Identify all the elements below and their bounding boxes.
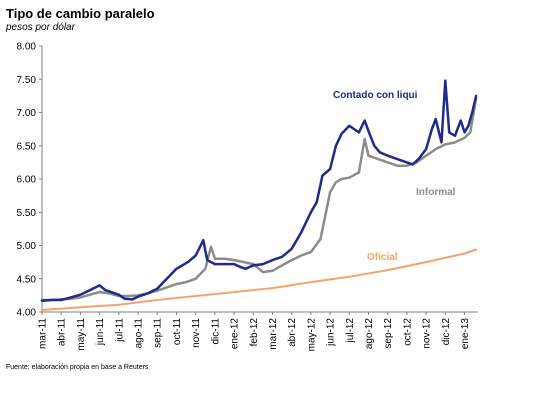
x-tick-label: nov-11: [191, 318, 202, 348]
x-tick-label: abr-11: [57, 318, 68, 347]
chart-title: Tipo de cambio paralelo: [6, 6, 155, 21]
series-label-oficial: Oficial: [367, 252, 398, 263]
x-tick-label: dic-12: [441, 318, 452, 346]
x-tick-label: mar-11: [38, 318, 49, 349]
source-note: Fuente: elaboración propia en base a Reu…: [6, 364, 149, 371]
x-tick-label: sep-12: [383, 318, 394, 349]
x-tick-label: ago-12: [364, 318, 375, 350]
y-tick-label: 6.50: [17, 141, 37, 152]
series-line-contado-con-liqui: [40, 79, 478, 302]
chart-subtitle: pesos por dólar: [6, 22, 75, 33]
chart-axes: 4.00 4.50 5.00 5.50 6.00 6.50 7.00 7.50 8.00 mar-…: [17, 42, 478, 352]
x-tick-label: sep-11: [153, 318, 164, 348]
x-tick-label: abr-12: [287, 318, 298, 347]
y-tick-label: 5.00: [17, 241, 37, 252]
series-line-oficial: [41, 248, 478, 311]
y-tick-label: 4.00: [17, 308, 37, 319]
y-tick-label: 6.00: [17, 175, 37, 186]
x-tick-label: jul-12: [345, 318, 356, 344]
x-tick-label: oct-11: [172, 318, 183, 345]
x-tick-label: may-11: [76, 318, 87, 351]
y-tick-label: 7.50: [17, 75, 37, 86]
y-tick-label: 7.00: [17, 108, 37, 119]
x-tick-label: jul-11: [114, 318, 125, 343]
series-label-informal: Informal: [416, 187, 456, 198]
chart-series-labels: Contado con liqui Informal Oficial: [333, 90, 456, 263]
x-tick-label: nov-12: [422, 318, 433, 349]
chart-series: [40, 79, 478, 311]
y-tick-label: 4.50: [17, 274, 37, 285]
y-tick-label: 5.50: [17, 208, 37, 219]
x-tick-label: dic-11: [210, 318, 221, 345]
x-tick-label: jun-12: [326, 318, 337, 347]
x-tick-label: jun-11: [95, 318, 106, 346]
x-tick-label: may-12: [306, 318, 317, 352]
x-tick-label: ago-11: [134, 318, 145, 349]
y-tick-label: 8.00: [17, 42, 37, 53]
x-tick-label: ene-12: [230, 318, 241, 350]
x-tick-label: mar-12: [268, 318, 279, 350]
x-tick-label: oct-12: [402, 318, 413, 346]
series-label-contado-con-liqui: Contado con liqui: [333, 90, 418, 101]
x-tick-label: ene-13: [460, 318, 471, 350]
x-tick-label: feb-12: [249, 318, 260, 347]
series-line-informal: [40, 96, 478, 302]
